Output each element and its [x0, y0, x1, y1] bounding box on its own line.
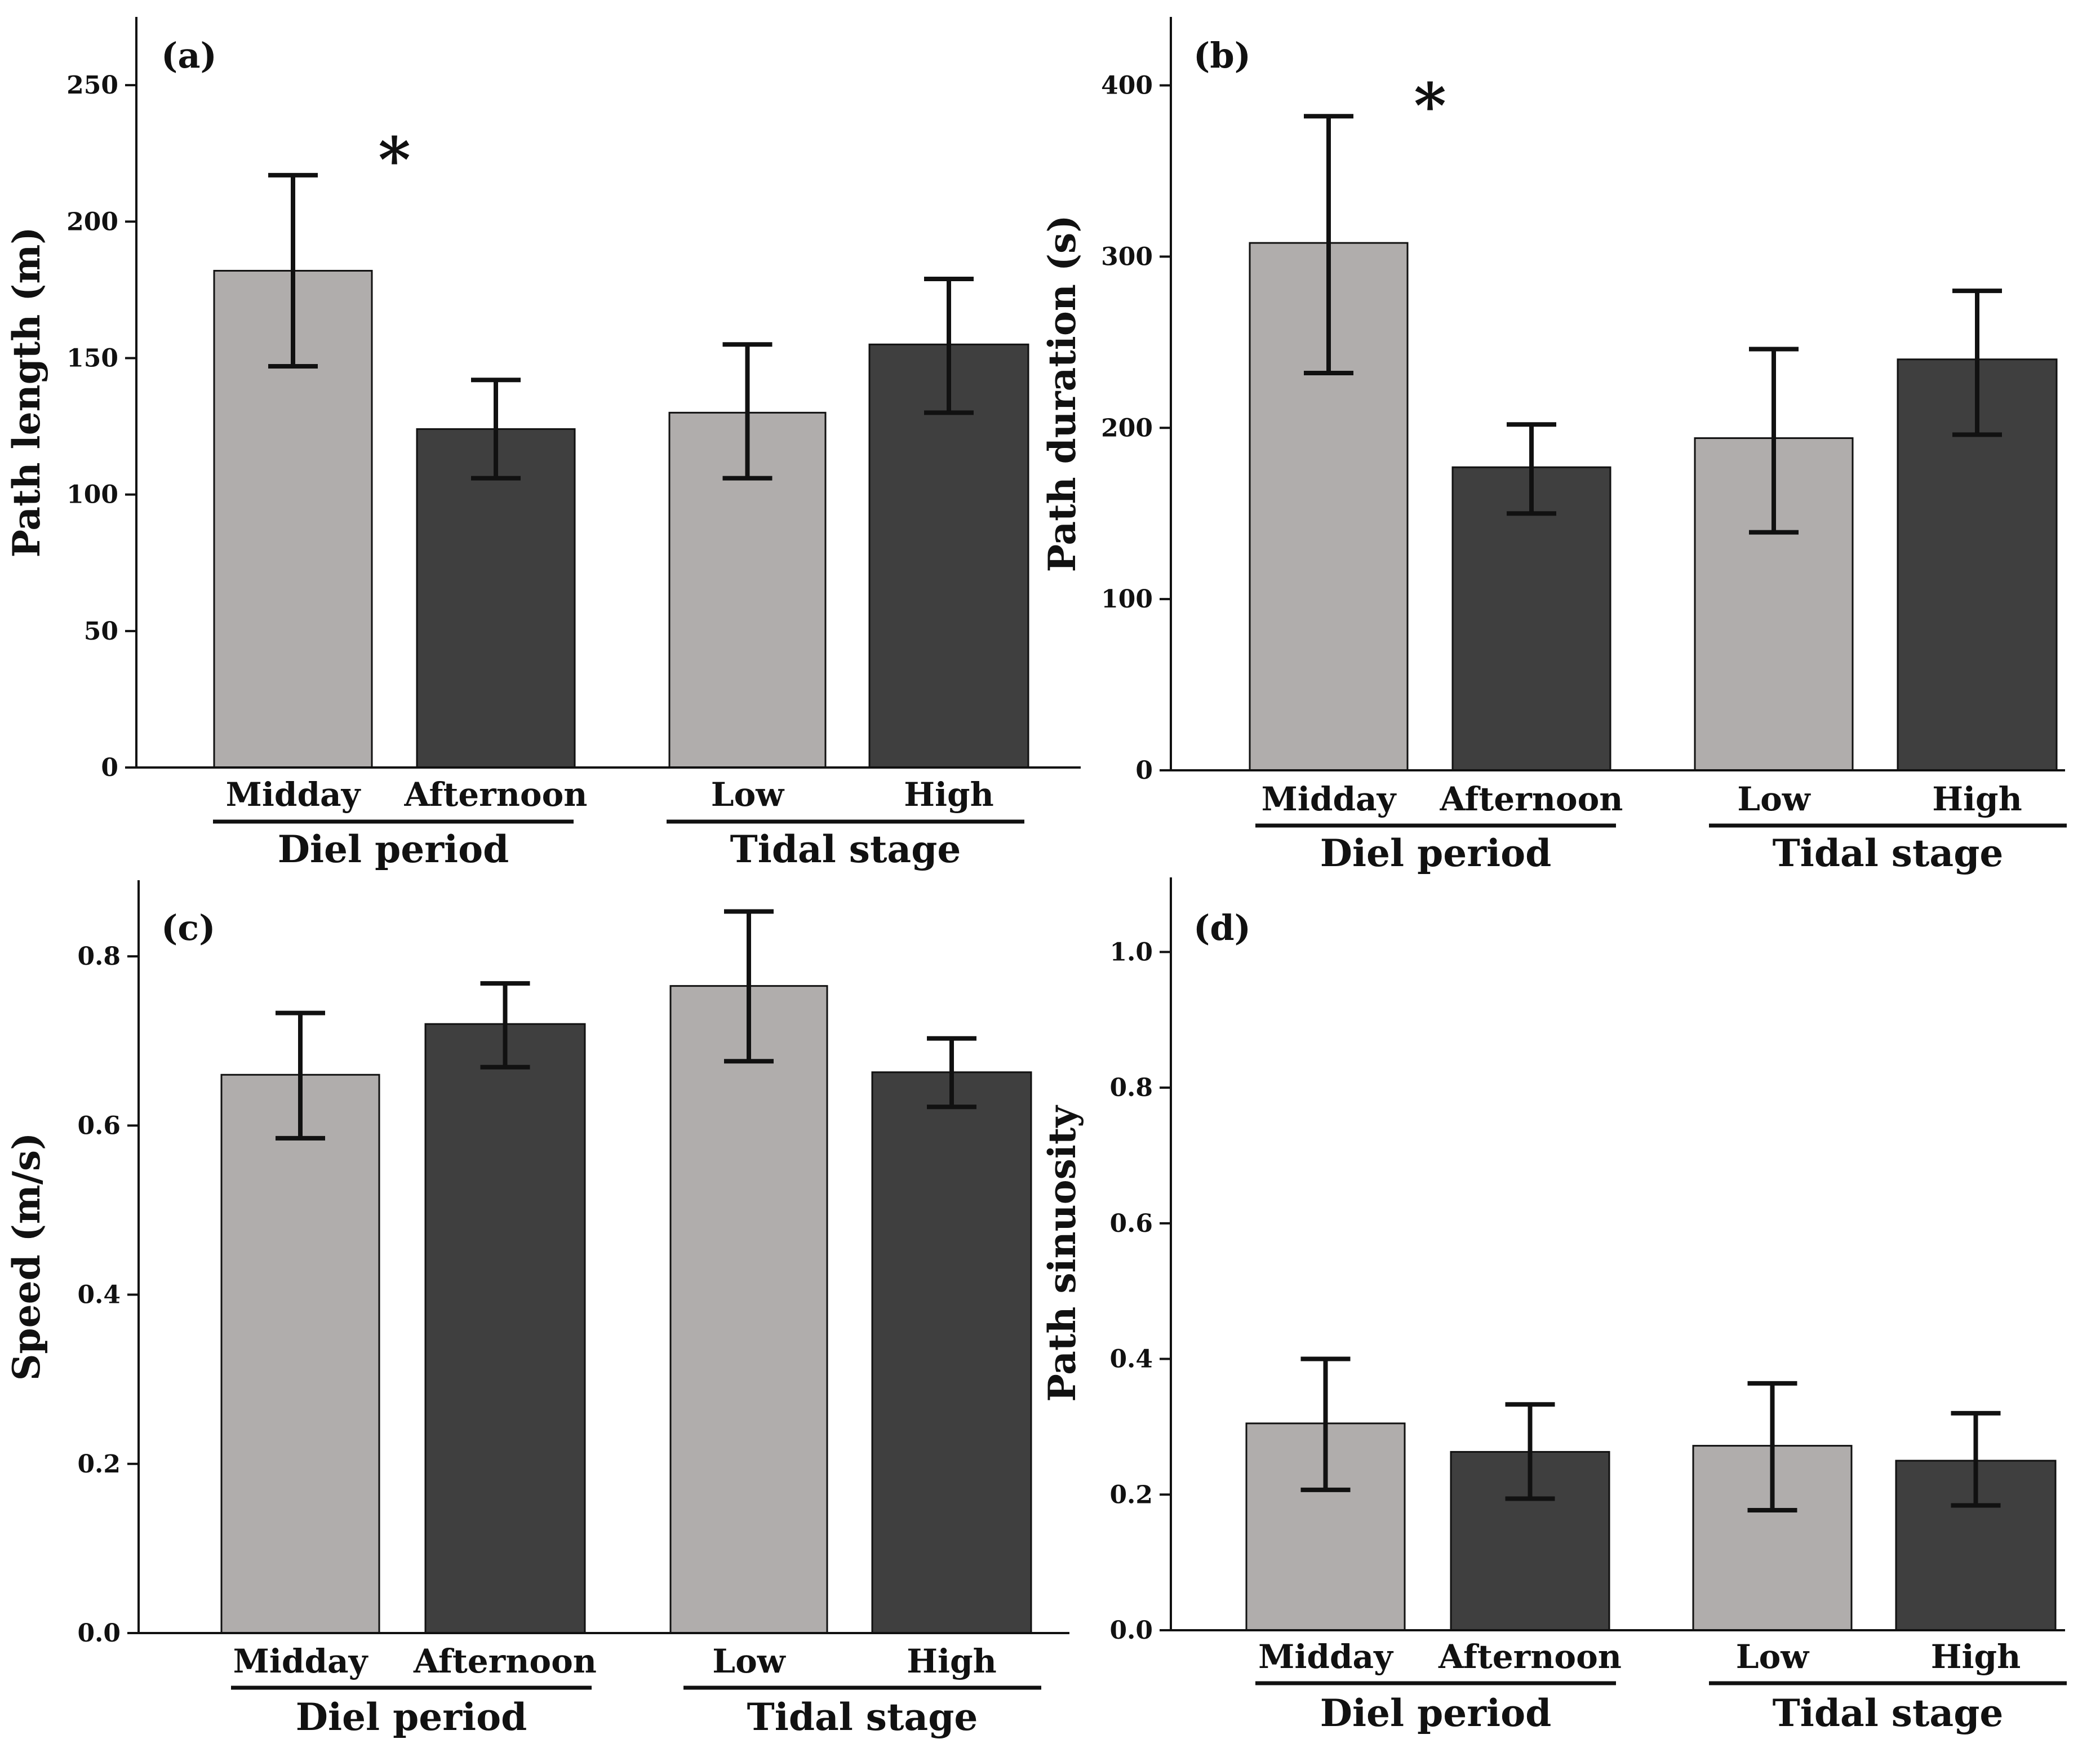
y-tick-label: 0.0: [1109, 1616, 1153, 1645]
category-label-afternoon: Afternoon: [1440, 780, 1623, 818]
y-tick-label: 100: [66, 481, 118, 509]
panel-b: 0 100 200 300 400 Midday Afternoon Low High Diel …: [1040, 17, 2067, 875]
y-tick-label: 0: [1135, 756, 1153, 785]
y-tick-label: 50: [84, 617, 118, 646]
y-tick-label: 0: [101, 753, 118, 782]
panel-d: 0.0 0.2 0.4 0.6 0.8 1.0 Midday Afternoon Low High…: [1040, 877, 2067, 1735]
category-label-afternoon: Afternoon: [404, 775, 588, 814]
category-label-midday: Midday: [226, 775, 362, 814]
bar-low: [669, 985, 828, 1634]
group-label: Tidal stage: [747, 1695, 978, 1739]
category-label-low: Low: [712, 1642, 786, 1680]
significance-asterisk: *: [378, 123, 411, 196]
group-label: Tidal stage: [1773, 831, 2004, 875]
category-label-midday: Midday: [1258, 1638, 1394, 1676]
error-bar-midday: [1300, 1356, 1351, 1492]
error-bar-afternoon: [1507, 422, 1556, 516]
panel-label: (c): [161, 907, 215, 948]
bar-high: [868, 343, 1029, 769]
error-bar-midday: [268, 172, 318, 369]
error-bar-low: [722, 342, 772, 481]
y-tick-label: 0.6: [1109, 1209, 1153, 1238]
group-label: Tidal stage: [730, 827, 961, 871]
y-tick-label: 0.2: [1109, 1480, 1153, 1509]
category-label-midday: Midday: [233, 1642, 369, 1680]
category-label-high: High: [904, 775, 994, 814]
error-bar-high: [927, 1036, 976, 1110]
group-label: Diel period: [296, 1695, 527, 1739]
error-bar-low: [1747, 1381, 1797, 1512]
error-bar-afternoon: [471, 378, 521, 481]
panel-a: 0 50 100 150 200 250 Midday Afternoon Low High Die…: [5, 17, 1081, 871]
y-tick-label: 0.8: [1109, 1073, 1153, 1102]
panel-c: 0.0 0.2 0.4 0.6 0.8 Midday Afternoon Low High Die…: [5, 880, 1069, 1739]
y-axis-title: Path sinuosity: [1040, 1105, 1084, 1402]
y-tick-label: 0.2: [77, 1450, 121, 1479]
y-tick-label: 200: [1101, 414, 1153, 442]
category-label-high: High: [1932, 780, 2022, 818]
group-label: Diel period: [1320, 831, 1552, 875]
error-bar-low: [724, 909, 774, 1064]
y-tick-label: 250: [66, 71, 118, 100]
category-label-afternoon: Afternoon: [413, 1642, 597, 1680]
y-tick-label: 1.0: [1109, 938, 1153, 966]
error-bar-midday: [1304, 114, 1353, 376]
group-label: Tidal stage: [1773, 1691, 2004, 1735]
category-label-high: High: [1931, 1638, 2021, 1676]
y-tick-label: 0.0: [77, 1619, 121, 1648]
y-tick-label: 0.6: [77, 1111, 121, 1140]
y-tick-label: 0.4: [77, 1281, 121, 1310]
group-label: Diel period: [1320, 1691, 1552, 1735]
bar-afternoon: [424, 1023, 586, 1634]
category-label-low: Low: [1737, 780, 1811, 818]
group-label: Diel period: [278, 827, 509, 871]
error-bar-high: [1952, 289, 2002, 437]
error-bar-midday: [276, 1010, 325, 1141]
error-bar-afternoon: [1505, 1402, 1555, 1501]
category-label-high: High: [907, 1642, 997, 1680]
panel-label: (d): [1193, 907, 1251, 948]
y-tick-label: 400: [1101, 72, 1153, 100]
y-axis-title: Path duration (s): [1040, 215, 1084, 573]
error-bar-low: [1749, 347, 1799, 535]
bar-high: [871, 1071, 1032, 1634]
category-label-midday: Midday: [1262, 780, 1397, 818]
category-label-low: Low: [1736, 1638, 1810, 1676]
y-axis-title: Path length (m): [5, 227, 48, 557]
bar-afternoon: [416, 428, 576, 769]
y-axis-title: Speed (m/s): [5, 1133, 48, 1381]
y-tick-label: 300: [1101, 242, 1153, 271]
bar-midday: [220, 1073, 380, 1634]
y-tick-label: 0.4: [1109, 1345, 1153, 1374]
category-label-afternoon: Afternoon: [1438, 1638, 1622, 1676]
error-bar-high: [1951, 1410, 2001, 1508]
y-tick-label: 150: [66, 344, 118, 372]
y-tick-label: 200: [66, 207, 118, 236]
panel-label: (b): [1193, 35, 1251, 76]
bar-afternoon: [1451, 466, 1611, 771]
y-tick-label: 100: [1101, 585, 1153, 614]
y-tick-label: 0.8: [77, 942, 121, 971]
category-label-low: Low: [711, 775, 785, 814]
significance-asterisk: *: [1414, 69, 1446, 142]
error-bar-high: [924, 276, 974, 415]
panel-label: (a): [161, 35, 217, 76]
error-bar-afternoon: [480, 981, 530, 1070]
